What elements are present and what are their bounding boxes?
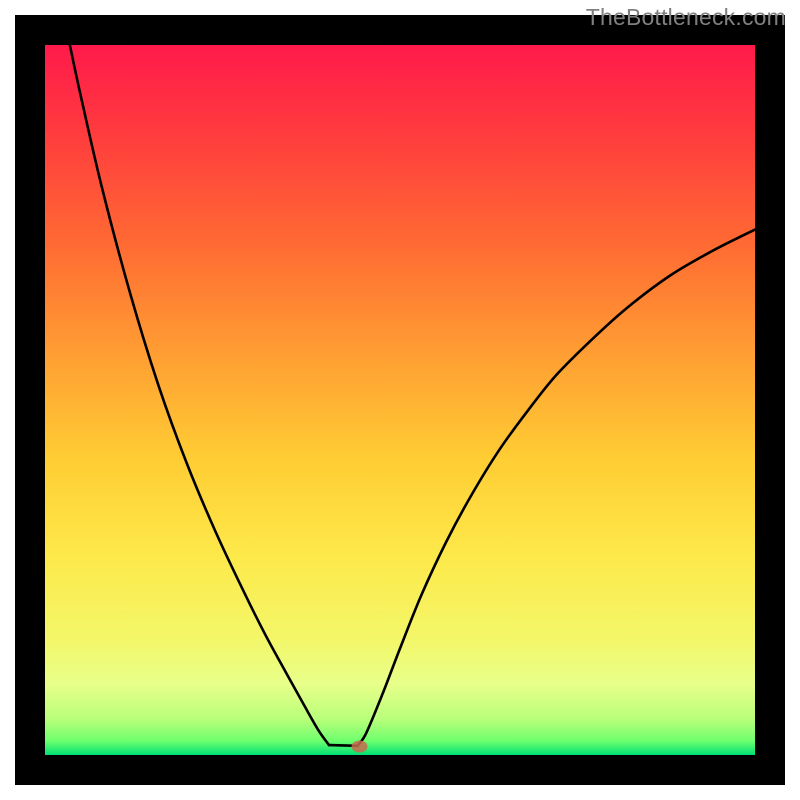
- watermark-text: TheBottleneck.com: [586, 4, 786, 31]
- bottleneck-chart: [0, 0, 800, 800]
- minimum-marker: [352, 740, 368, 752]
- chart-wrapper: TheBottleneck.com: [0, 0, 800, 800]
